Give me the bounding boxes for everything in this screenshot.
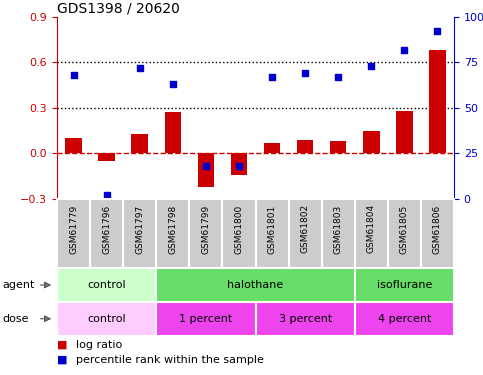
Text: percentile rank within the sample: percentile rank within the sample <box>76 355 264 365</box>
Point <box>169 81 177 87</box>
Bar <box>198 153 214 187</box>
Text: 3 percent: 3 percent <box>279 314 332 324</box>
Point <box>103 192 111 198</box>
Bar <box>421 199 454 268</box>
Text: GSM61799: GSM61799 <box>201 204 211 254</box>
Text: control: control <box>87 314 126 324</box>
Text: GSM61806: GSM61806 <box>433 204 442 254</box>
Text: GSM61797: GSM61797 <box>135 204 144 254</box>
Text: halothane: halothane <box>227 280 284 290</box>
Bar <box>355 199 388 268</box>
Bar <box>57 268 156 302</box>
Bar <box>256 199 289 268</box>
Bar <box>388 199 421 268</box>
Text: GSM61801: GSM61801 <box>268 204 277 254</box>
Point <box>434 28 441 34</box>
Bar <box>156 302 256 336</box>
Bar <box>355 302 454 336</box>
Bar <box>322 199 355 268</box>
Text: 1 percent: 1 percent <box>179 314 232 324</box>
Text: GSM61803: GSM61803 <box>334 204 343 254</box>
Text: ■: ■ <box>57 340 68 350</box>
Bar <box>330 141 346 153</box>
Bar <box>156 268 355 302</box>
Point <box>235 163 243 169</box>
Text: log ratio: log ratio <box>76 340 123 350</box>
Bar <box>297 140 313 153</box>
Bar <box>57 302 156 336</box>
Bar <box>396 111 412 153</box>
Bar <box>156 199 189 268</box>
Bar <box>222 199 256 268</box>
Point <box>268 74 276 80</box>
Text: GSM61805: GSM61805 <box>400 204 409 254</box>
Text: isoflurane: isoflurane <box>377 280 432 290</box>
Bar <box>189 199 222 268</box>
Text: ■: ■ <box>57 355 68 365</box>
Bar <box>429 50 446 153</box>
Point <box>400 46 408 53</box>
Bar <box>363 130 380 153</box>
Bar <box>65 138 82 153</box>
Text: GSM61798: GSM61798 <box>168 204 177 254</box>
Text: GDS1398 / 20620: GDS1398 / 20620 <box>57 1 180 15</box>
Bar <box>264 142 280 153</box>
Bar <box>57 199 90 268</box>
Bar <box>289 199 322 268</box>
Point <box>334 74 342 80</box>
Bar <box>231 153 247 174</box>
Point <box>70 72 77 78</box>
Bar <box>165 112 181 153</box>
Point <box>136 65 143 71</box>
Text: GSM61779: GSM61779 <box>69 204 78 254</box>
Bar <box>256 302 355 336</box>
Text: GSM61796: GSM61796 <box>102 204 111 254</box>
Point <box>368 63 375 69</box>
Text: dose: dose <box>2 314 29 324</box>
Point <box>202 163 210 169</box>
Bar <box>99 153 115 161</box>
Bar <box>90 199 123 268</box>
Bar <box>131 134 148 153</box>
Text: 4 percent: 4 percent <box>378 314 431 324</box>
Text: GSM61802: GSM61802 <box>300 204 310 254</box>
Bar <box>123 199 156 268</box>
Text: control: control <box>87 280 126 290</box>
Text: GSM61800: GSM61800 <box>234 204 243 254</box>
Point <box>301 70 309 76</box>
Text: GSM61804: GSM61804 <box>367 204 376 254</box>
Text: agent: agent <box>2 280 35 290</box>
Bar <box>355 268 454 302</box>
